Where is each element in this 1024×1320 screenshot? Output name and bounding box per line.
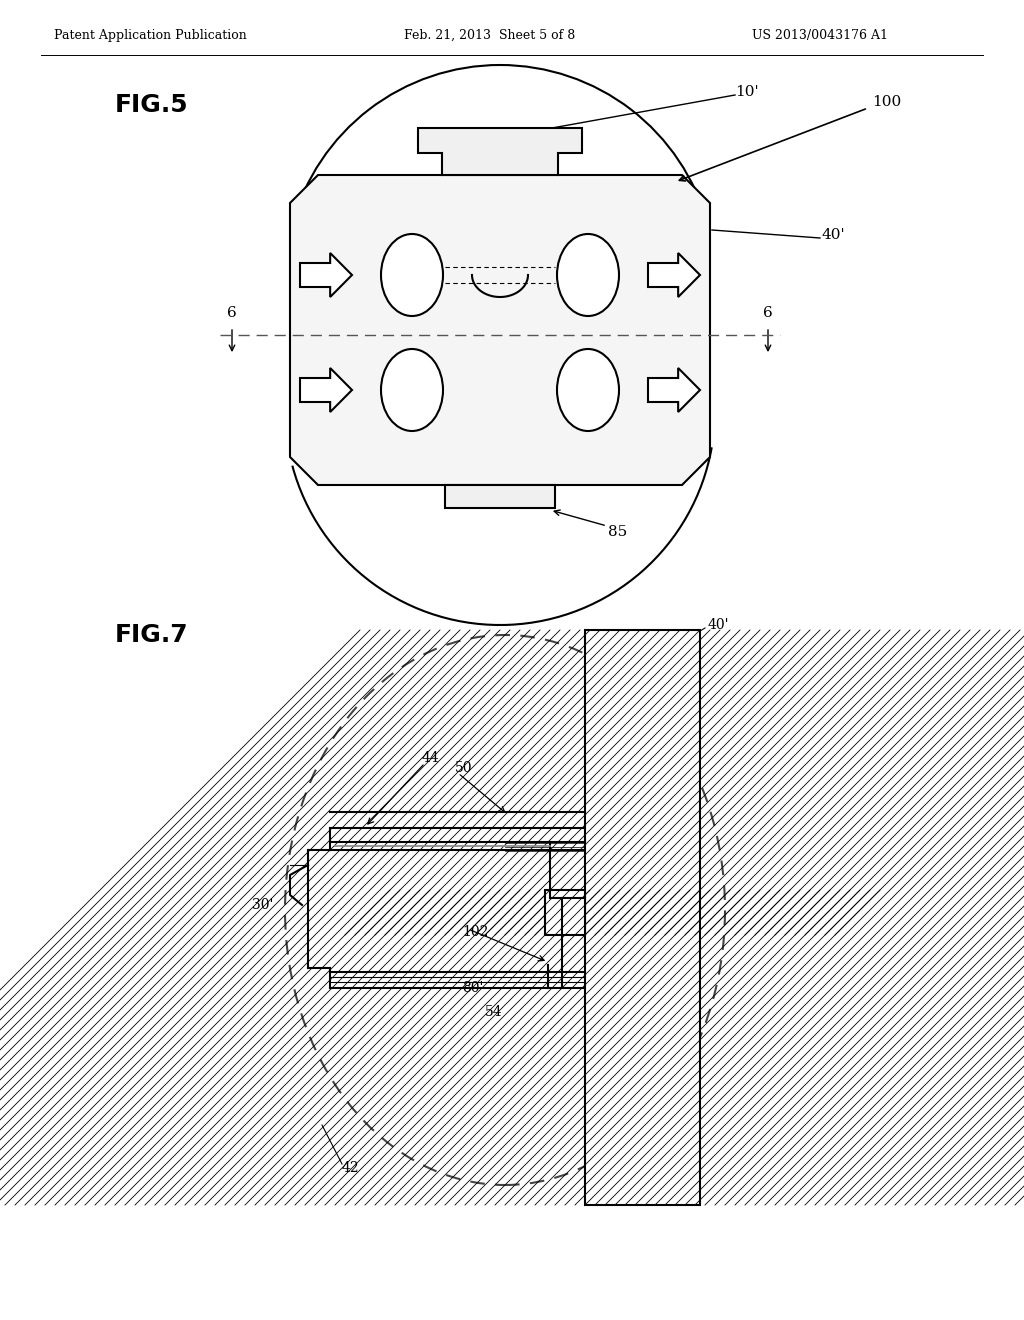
Polygon shape [300,368,352,412]
Text: 44: 44 [422,751,439,766]
Text: Patent Application Publication: Patent Application Publication [53,29,247,41]
Text: 42: 42 [342,1162,359,1175]
Ellipse shape [381,348,443,432]
Text: 65: 65 [648,1012,666,1027]
Text: Feb. 21, 2013  Sheet 5 of 8: Feb. 21, 2013 Sheet 5 of 8 [404,29,575,41]
Ellipse shape [557,348,618,432]
Ellipse shape [381,234,443,315]
Text: FIG.7: FIG.7 [115,623,188,647]
Text: 40': 40' [822,228,846,242]
Text: 85: 85 [608,525,628,539]
Text: US 2013/0043176 A1: US 2013/0043176 A1 [752,29,888,41]
Text: 80': 80' [462,981,483,995]
Text: 100: 100 [872,95,901,110]
Text: 102: 102 [462,925,488,939]
Text: 6: 6 [227,306,237,319]
Text: 30': 30' [252,898,273,912]
Ellipse shape [285,635,725,1185]
Polygon shape [290,176,710,484]
Text: 106: 106 [620,799,646,812]
Bar [585,630,700,1205]
Polygon shape [445,484,555,508]
Polygon shape [648,368,700,412]
Text: 6: 6 [763,306,773,319]
Text: FIG.5: FIG.5 [115,92,188,117]
Text: 50: 50 [455,762,472,775]
Polygon shape [648,253,700,297]
Bar [545,890,585,935]
Text: 64: 64 [652,925,670,939]
Polygon shape [418,128,582,176]
Text: 54: 54 [485,1005,503,1019]
Text: 10': 10' [735,84,759,99]
Polygon shape [300,253,352,297]
Ellipse shape [557,234,618,315]
Text: 40': 40' [708,618,729,632]
